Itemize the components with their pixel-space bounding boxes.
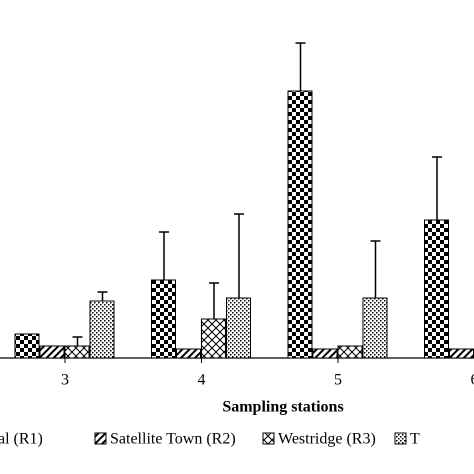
error-bar — [97, 291, 108, 301]
x-tick-label: 3 — [61, 372, 69, 389]
legend-label: Westridge (R3) — [278, 431, 376, 448]
error-bar — [234, 213, 244, 298]
bar — [424, 219, 449, 359]
legend-swatch — [94, 432, 107, 445]
x-tick-label: 4 — [198, 372, 206, 389]
bar — [201, 318, 226, 359]
bar — [89, 300, 115, 359]
legend-label: al (R1) — [0, 431, 43, 448]
bar — [64, 345, 90, 359]
bar — [287, 90, 313, 359]
bar — [312, 348, 338, 359]
x-axis-title: Sampling stations — [222, 399, 343, 416]
error-bar — [209, 282, 219, 319]
bar — [176, 348, 201, 359]
bar — [337, 345, 363, 359]
error-bar — [159, 231, 169, 280]
bar — [449, 348, 474, 359]
error-bar — [72, 336, 83, 346]
bar — [151, 279, 176, 359]
error-bar — [432, 156, 442, 220]
bar — [226, 297, 251, 359]
legend-swatch — [394, 432, 407, 445]
x-tick-label: 5 — [334, 372, 342, 389]
bar — [362, 297, 388, 359]
error-bar — [295, 42, 306, 91]
legend-label: Satellite Town (R2) — [110, 431, 236, 448]
bar — [39, 345, 65, 359]
x-tick-label: 6 — [471, 372, 474, 389]
error-bar — [370, 240, 381, 298]
legend-label: T — [410, 431, 420, 448]
legend-swatch — [262, 432, 275, 445]
bar — [14, 333, 40, 359]
